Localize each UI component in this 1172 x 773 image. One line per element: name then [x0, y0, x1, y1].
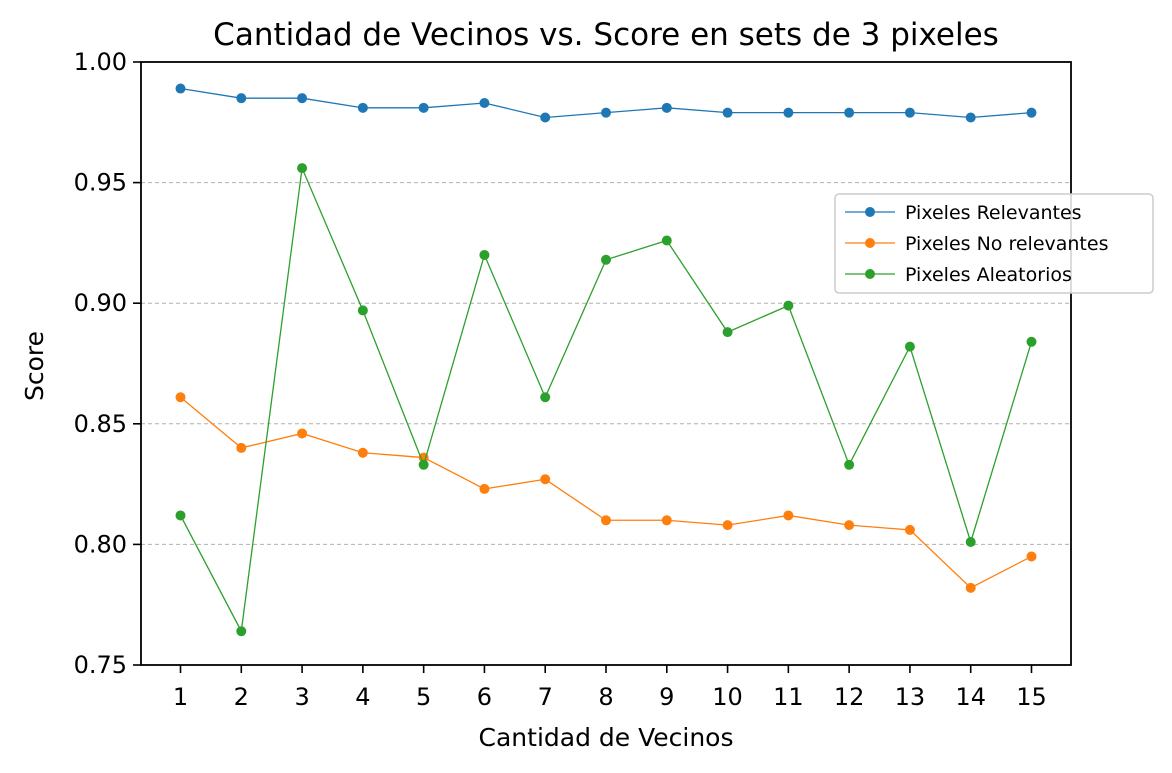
series-3 [175, 163, 1037, 637]
data-point [175, 392, 186, 403]
data-point [540, 392, 551, 403]
data-point [357, 305, 368, 316]
data-point [722, 520, 733, 531]
y-tick-label: 0.85 [74, 410, 127, 438]
data-point [783, 107, 794, 118]
data-point [479, 483, 490, 494]
data-point [479, 249, 490, 260]
legend-label: Pixeles Relevantes [905, 202, 1082, 224]
data-point [175, 510, 186, 521]
y-axis-label: Score [20, 331, 49, 401]
x-tick-label: 8 [598, 683, 613, 711]
legend-label: Pixeles Aleatorios [905, 264, 1072, 286]
data-point [297, 428, 308, 439]
data-point [236, 93, 247, 104]
legend-item: Pixeles No relevantes [845, 233, 1108, 255]
data-point [601, 254, 611, 265]
x-tick-label: 5 [416, 683, 431, 711]
chart-title: Cantidad de Vecinos vs. Score en sets de… [213, 17, 999, 53]
data-point [1026, 336, 1037, 347]
x-tick-label: 15 [1016, 683, 1047, 711]
data-point [175, 83, 186, 94]
x-tick-label: 4 [355, 683, 370, 711]
x-tick-label: 7 [538, 683, 553, 711]
data-point [357, 102, 368, 113]
data-point [297, 93, 308, 104]
data-point [844, 107, 855, 118]
data-point [661, 235, 672, 246]
data-point [236, 442, 247, 453]
data-point [1026, 551, 1037, 562]
x-axis: 1 2 3 4 5 6 7 8 9 10 11 12 13 14 15 [173, 665, 1047, 711]
x-tick-label: 14 [955, 683, 986, 711]
data-point [418, 459, 429, 470]
legend-item: Pixeles Relevantes [845, 202, 1082, 224]
data-point [601, 107, 611, 118]
data-point [236, 626, 247, 637]
data-point [601, 515, 611, 526]
data-point [540, 112, 551, 123]
data-point [661, 102, 672, 113]
data-point [418, 102, 429, 113]
data-point [965, 536, 976, 547]
data-point [904, 107, 915, 118]
data-point [297, 163, 308, 174]
data-point [844, 520, 855, 531]
y-tick-label: 0.75 [74, 651, 127, 679]
data-point [661, 515, 672, 526]
x-tick-label: 12 [834, 683, 865, 711]
data-point [783, 300, 794, 311]
legend-label: Pixeles No relevantes [905, 233, 1108, 255]
data-point [904, 341, 915, 352]
data-point [904, 524, 915, 535]
x-tick-label: 9 [659, 683, 674, 711]
legend: Pixeles Relevantes Pixeles No relevantes P… [834, 193, 1154, 294]
data-point [783, 510, 794, 521]
x-tick-label: 6 [477, 683, 492, 711]
legend-box [834, 193, 1154, 294]
data-point [540, 474, 551, 485]
x-tick-label: 13 [895, 683, 926, 711]
legend-marker [865, 238, 875, 248]
plot-series [175, 83, 1037, 637]
data-point [1026, 107, 1037, 118]
x-tick-label: 11 [773, 683, 804, 711]
x-tick-label: 2 [234, 683, 249, 711]
x-axis-label: Cantidad de Vecinos [479, 723, 734, 752]
x-tick-label: 10 [712, 683, 743, 711]
y-tick-label: 0.90 [74, 289, 127, 317]
data-point [357, 447, 368, 458]
y-axis: 0.75 0.80 0.85 0.90 0.95 1.00 [74, 48, 141, 679]
legend-item: Pixeles Aleatorios [845, 264, 1072, 286]
data-point [722, 107, 733, 118]
data-point [965, 112, 976, 123]
x-tick-label: 1 [173, 683, 188, 711]
data-point [844, 459, 855, 470]
data-point [479, 98, 490, 109]
data-point [722, 327, 733, 338]
x-tick-label: 3 [294, 683, 309, 711]
y-tick-label: 0.95 [74, 169, 127, 197]
y-tick-label: 0.80 [74, 530, 127, 558]
legend-marker [865, 207, 875, 217]
series-1 [175, 83, 1037, 123]
legend-marker [865, 269, 875, 279]
y-tick-label: 1.00 [74, 48, 127, 76]
data-point [965, 582, 976, 593]
